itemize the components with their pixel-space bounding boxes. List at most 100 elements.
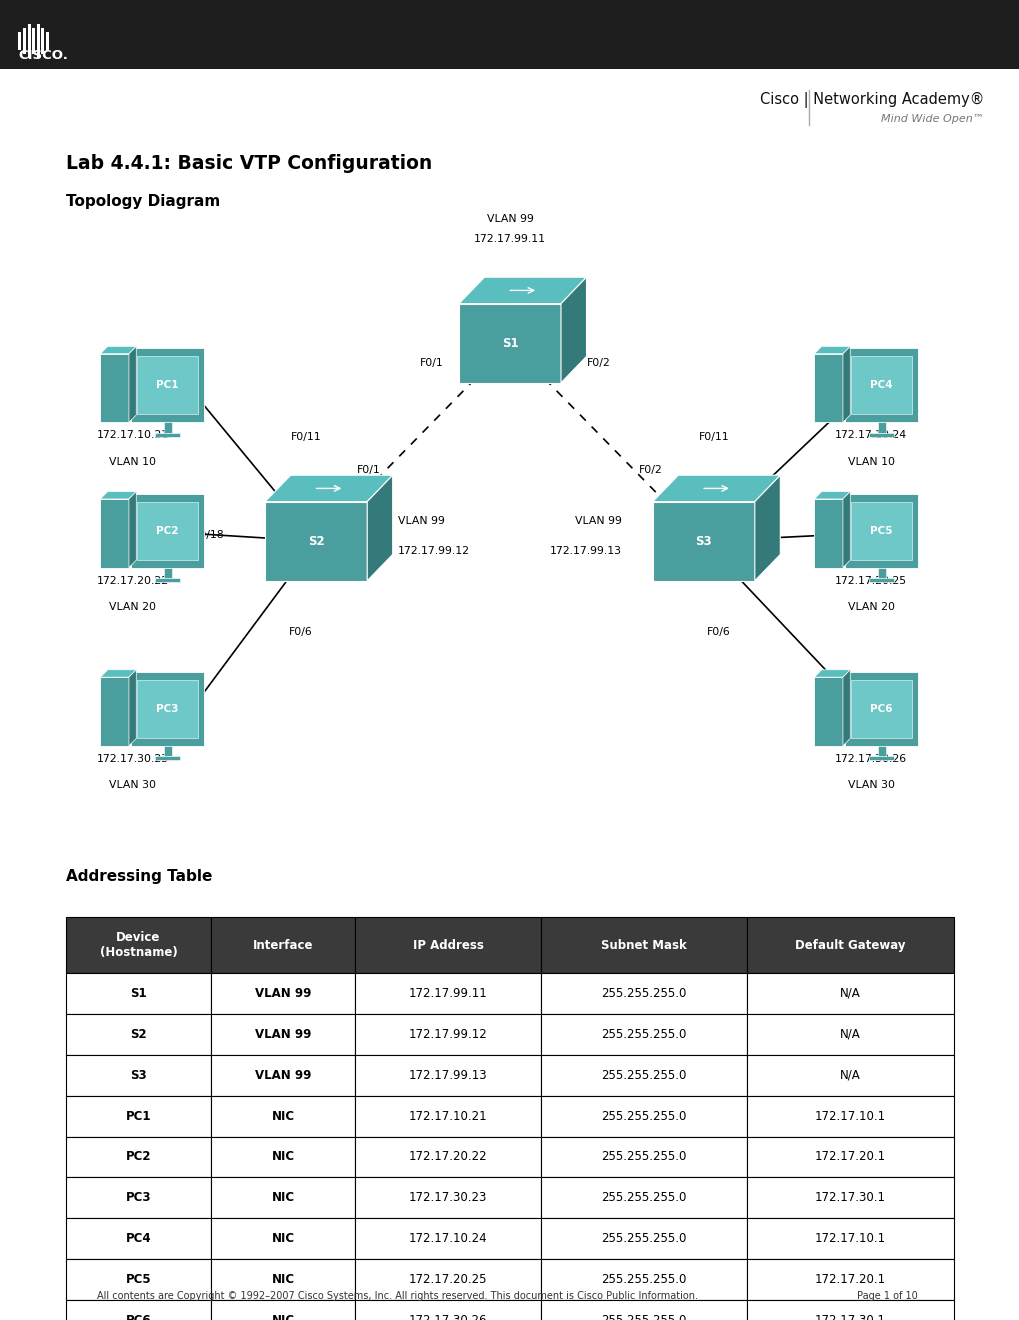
Bar (163, 746, 171, 756)
Polygon shape (100, 346, 137, 354)
Bar (355, 1177, 540, 1218)
Text: 172.17.10.21: 172.17.10.21 (97, 430, 168, 441)
Bar (850, 680, 911, 738)
Bar (355, 1096, 540, 1137)
Bar (540, 1055, 747, 1096)
Bar (137, 680, 198, 738)
Text: Cisco | Networking Academy®: Cisco | Networking Academy® (759, 92, 983, 108)
Bar (355, 1137, 540, 1177)
Bar (211, 1137, 355, 1177)
Text: S2: S2 (308, 535, 324, 548)
Text: N/A: N/A (840, 987, 860, 999)
Bar (844, 494, 917, 568)
Bar (876, 422, 884, 433)
Text: F0/2: F0/2 (586, 358, 609, 368)
Text: 255.255.255.0: 255.255.255.0 (601, 1233, 686, 1245)
Bar (540, 1096, 747, 1137)
Bar (844, 348, 917, 422)
Bar (211, 1300, 355, 1320)
Text: Subnet Mask: Subnet Mask (600, 939, 687, 952)
Bar (540, 1137, 747, 1177)
Bar (747, 1137, 953, 1177)
Text: PC2: PC2 (156, 525, 178, 536)
Text: F0/18: F0/18 (194, 529, 224, 540)
Text: 172.17.20.25: 172.17.20.25 (835, 576, 906, 586)
Text: CISCO.: CISCO. (18, 49, 68, 62)
Bar (747, 1177, 953, 1218)
Text: VLAN 99: VLAN 99 (255, 1028, 311, 1040)
Text: F0/11: F0/11 (698, 432, 729, 442)
Bar (747, 917, 953, 973)
Bar (747, 1014, 953, 1055)
Text: 255.255.255.0: 255.255.255.0 (601, 1274, 686, 1286)
Text: F0/6: F0/6 (288, 627, 313, 638)
Text: 172.17.30.26: 172.17.30.26 (409, 1315, 487, 1320)
Text: VLAN 99: VLAN 99 (486, 214, 533, 224)
Text: 172.17.99.13: 172.17.99.13 (549, 546, 622, 556)
Text: 255.255.255.0: 255.255.255.0 (601, 1069, 686, 1081)
Polygon shape (813, 346, 850, 354)
Text: PC3: PC3 (125, 1192, 151, 1204)
Text: VLAN 99: VLAN 99 (255, 1069, 311, 1081)
Text: 172.17.30.26: 172.17.30.26 (835, 754, 906, 764)
Bar (66, 1218, 211, 1259)
Text: NIC: NIC (271, 1315, 294, 1320)
Bar (37, 24, 40, 58)
Text: PC2: PC2 (125, 1151, 151, 1163)
Bar (66, 1137, 211, 1177)
Bar (747, 1218, 953, 1259)
Bar (66, 917, 211, 973)
Text: 172.17.20.1: 172.17.20.1 (814, 1274, 886, 1286)
Text: Default Gateway: Default Gateway (795, 939, 905, 952)
Text: S1: S1 (501, 337, 518, 350)
Text: 172.17.20.25: 172.17.20.25 (409, 1274, 487, 1286)
Bar (868, 578, 893, 582)
Polygon shape (754, 475, 780, 581)
Polygon shape (842, 346, 850, 422)
Text: 172.17.20.1: 172.17.20.1 (814, 1151, 886, 1163)
Text: 255.255.255.0: 255.255.255.0 (601, 1315, 686, 1320)
Bar (211, 917, 355, 973)
Bar (850, 356, 911, 414)
Bar (66, 1014, 211, 1055)
Bar (100, 354, 128, 422)
Bar (130, 494, 204, 568)
Text: 255.255.255.0: 255.255.255.0 (601, 1110, 686, 1122)
Text: 172.17.10.1: 172.17.10.1 (814, 1110, 886, 1122)
Text: VLAN 30: VLAN 30 (847, 780, 894, 791)
Bar (130, 348, 204, 422)
Bar (355, 1259, 540, 1300)
Text: VLAN 99: VLAN 99 (397, 516, 444, 527)
Polygon shape (842, 491, 850, 568)
Bar (813, 354, 842, 422)
Bar (211, 1218, 355, 1259)
Bar (155, 433, 179, 437)
Bar (876, 568, 884, 578)
Bar (18, 32, 21, 50)
Polygon shape (813, 491, 850, 499)
Text: Interface: Interface (253, 939, 313, 952)
Text: VLAN 99: VLAN 99 (575, 516, 622, 527)
Bar (540, 1014, 747, 1055)
Bar (211, 1096, 355, 1137)
Text: PC6: PC6 (125, 1315, 151, 1320)
Text: IP Address: IP Address (413, 939, 483, 952)
Bar (850, 502, 911, 560)
Text: PC1: PC1 (156, 380, 178, 391)
Bar (66, 973, 211, 1014)
Bar (66, 1055, 211, 1096)
Text: 172.17.10.24: 172.17.10.24 (409, 1233, 487, 1245)
Bar (41, 28, 45, 54)
Text: S3: S3 (695, 535, 711, 548)
Bar (137, 356, 198, 414)
Text: 172.17.30.1: 172.17.30.1 (814, 1315, 886, 1320)
Bar (844, 672, 917, 746)
Polygon shape (100, 491, 137, 499)
Polygon shape (100, 669, 137, 677)
Text: 172.17.99.12: 172.17.99.12 (409, 1028, 487, 1040)
Text: 172.17.99.13: 172.17.99.13 (409, 1069, 487, 1081)
Polygon shape (459, 304, 560, 383)
Text: F0/18: F0/18 (815, 529, 846, 540)
Bar (130, 672, 204, 746)
Bar (540, 1218, 747, 1259)
